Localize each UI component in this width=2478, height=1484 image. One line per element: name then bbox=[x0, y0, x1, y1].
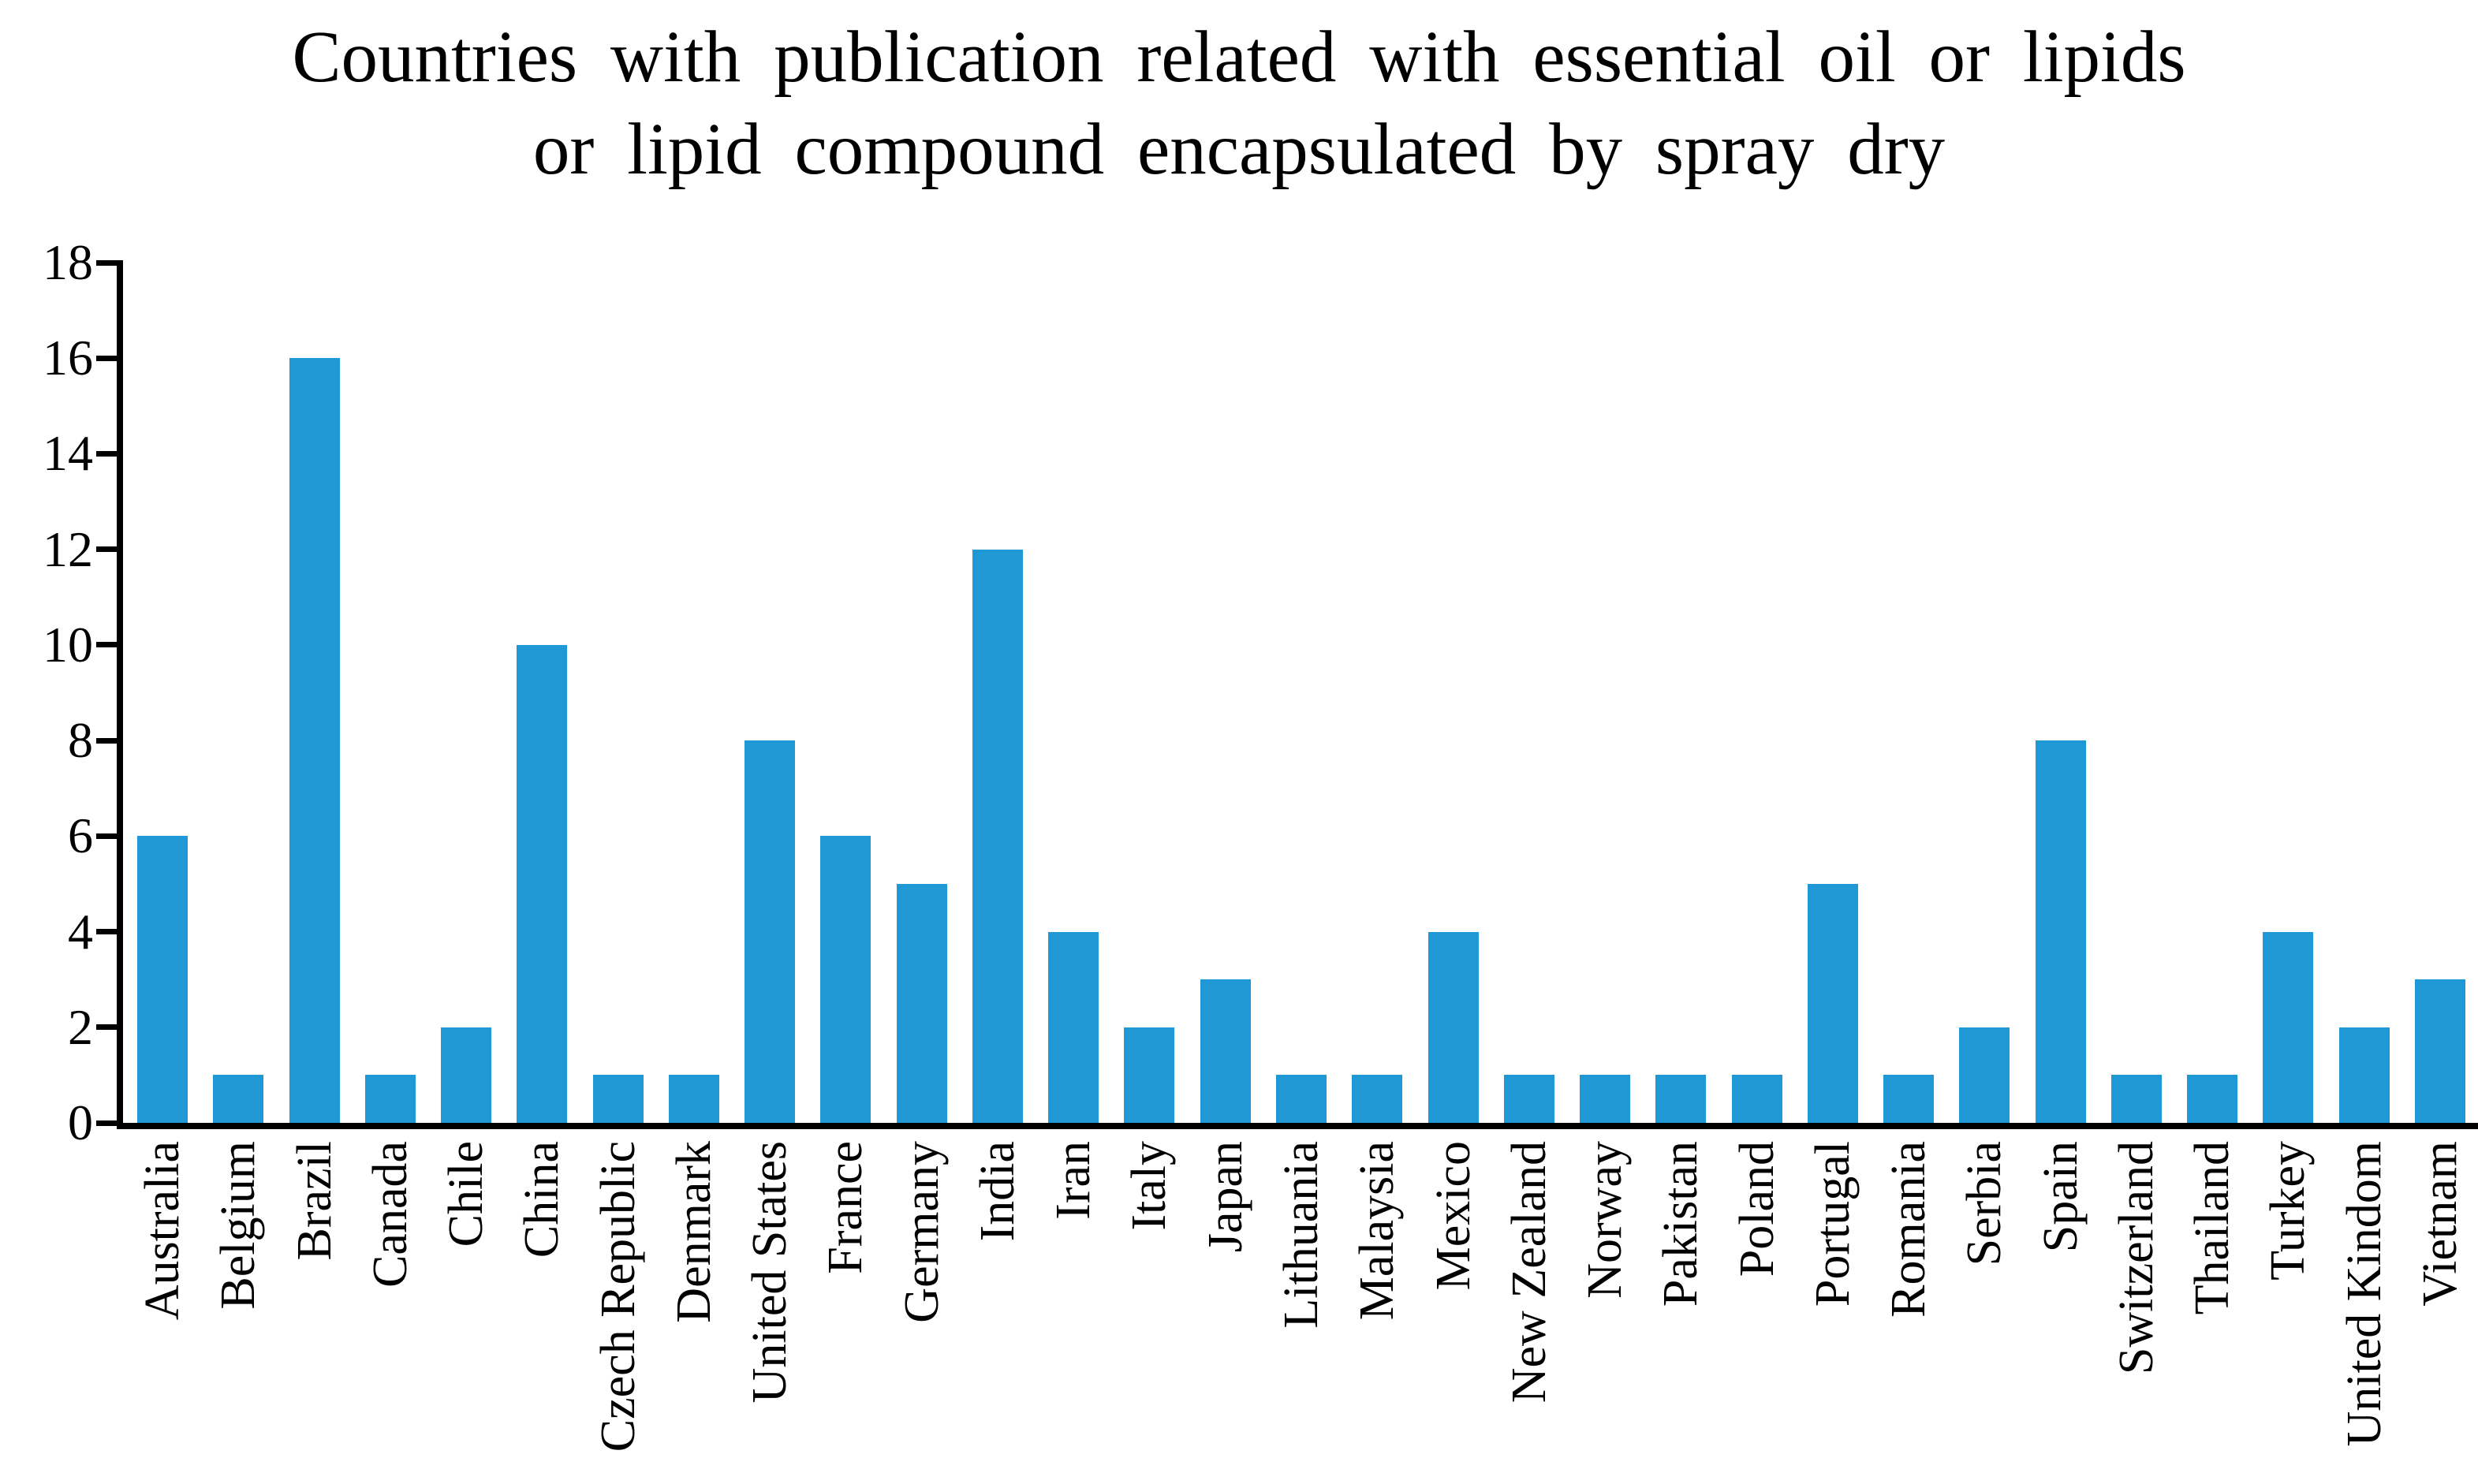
y-axis bbox=[117, 261, 123, 1129]
bar bbox=[896, 883, 947, 1123]
x-tick-label: India bbox=[970, 1141, 1024, 1242]
x-tick-label: Denmark bbox=[666, 1141, 721, 1323]
y-tick-label: 2 bbox=[68, 998, 93, 1055]
x-tick-label: United Kindom bbox=[2337, 1141, 2391, 1447]
x-tick-label: Romania bbox=[1882, 1141, 1936, 1318]
bar bbox=[2187, 1075, 2238, 1123]
y-tick-mark bbox=[96, 355, 123, 361]
bar bbox=[213, 1075, 264, 1123]
bar bbox=[1883, 1075, 1935, 1123]
y-tick-label: 18 bbox=[43, 234, 93, 290]
bar bbox=[1959, 1027, 2010, 1123]
bar bbox=[137, 836, 188, 1123]
y-tick-mark bbox=[96, 1024, 123, 1031]
y-tick-label: 8 bbox=[68, 712, 93, 769]
y-tick-mark bbox=[96, 1120, 123, 1126]
y-tick-label: 14 bbox=[43, 425, 93, 482]
x-tick-label: Serbia bbox=[1957, 1141, 2012, 1266]
y-tick-mark bbox=[96, 259, 123, 266]
x-tick-label: New Zealand bbox=[1502, 1141, 1556, 1404]
bar bbox=[2110, 1075, 2162, 1123]
chart-title-line1: Countries with publication related with … bbox=[292, 17, 2186, 98]
x-tick-label: Brazil bbox=[287, 1141, 341, 1261]
chart-title-line2: or lipid compound encapsulated by spray … bbox=[532, 109, 1946, 190]
x-tick-label: Japan bbox=[1198, 1141, 1252, 1253]
bar bbox=[1048, 931, 1099, 1123]
y-tick-label: 12 bbox=[43, 520, 93, 577]
x-tick-label: Spain bbox=[2033, 1141, 2088, 1253]
bar bbox=[2414, 979, 2465, 1123]
bar bbox=[1124, 1027, 1175, 1123]
x-tick-label: Czech Republic bbox=[591, 1141, 645, 1452]
y-tick-mark bbox=[96, 450, 123, 457]
bar bbox=[2338, 1027, 2390, 1123]
y-tick-mark bbox=[96, 833, 123, 839]
bar bbox=[668, 1075, 719, 1123]
x-tick-label: Chile bbox=[439, 1141, 494, 1247]
x-tick-label: Germany bbox=[894, 1141, 949, 1323]
bar bbox=[1503, 1075, 1554, 1123]
bar bbox=[820, 836, 871, 1123]
y-tick-label: 16 bbox=[43, 330, 93, 386]
bar bbox=[1352, 1075, 1403, 1123]
bar bbox=[1580, 1075, 1631, 1123]
bar bbox=[592, 1075, 644, 1123]
bar bbox=[289, 358, 340, 1123]
x-tick-label: Australia bbox=[136, 1141, 190, 1321]
x-tick-label: Belgium bbox=[211, 1141, 266, 1310]
bar bbox=[1427, 931, 1479, 1123]
bar bbox=[745, 740, 796, 1123]
chart-title: Countries with publication related with … bbox=[0, 11, 2478, 196]
x-tick-label: Turkey bbox=[2261, 1141, 2316, 1281]
y-tick-label: 10 bbox=[43, 616, 93, 673]
y-tick-mark bbox=[96, 737, 123, 744]
bar bbox=[441, 1027, 492, 1123]
bar bbox=[1731, 1075, 1782, 1123]
x-tick-label: Portugal bbox=[1805, 1141, 1860, 1307]
x-tick-label: France bbox=[819, 1141, 873, 1274]
bar bbox=[1276, 1075, 1327, 1123]
bar bbox=[2263, 931, 2314, 1123]
bar bbox=[517, 644, 568, 1123]
bar bbox=[1807, 883, 1858, 1123]
x-tick-label: United States bbox=[743, 1141, 797, 1404]
bar bbox=[972, 549, 1023, 1123]
bar bbox=[1655, 1075, 1707, 1123]
bar bbox=[1200, 979, 1251, 1123]
x-tick-label: Vietnam bbox=[2413, 1141, 2467, 1307]
x-tick-label: Iran bbox=[1047, 1141, 1101, 1220]
y-tick-mark bbox=[96, 929, 123, 935]
x-tick-label: Italy bbox=[1122, 1141, 1177, 1231]
bar bbox=[2035, 740, 2086, 1123]
x-tick-label: Pakistan bbox=[1654, 1141, 1708, 1307]
x-axis bbox=[117, 1123, 2478, 1129]
y-tick-mark bbox=[96, 546, 123, 553]
x-tick-label: China bbox=[515, 1141, 569, 1258]
y-tick-mark bbox=[96, 642, 123, 648]
x-tick-label: Norway bbox=[1578, 1141, 1633, 1299]
x-tick-label: Malaysia bbox=[1350, 1141, 1405, 1321]
y-tick-label: 4 bbox=[68, 903, 93, 960]
x-tick-label: Mexico bbox=[1426, 1141, 1480, 1291]
x-tick-label: Lithuania bbox=[1274, 1141, 1328, 1329]
x-tick-label: Canada bbox=[363, 1141, 417, 1288]
x-tick-label: Thailand bbox=[2185, 1141, 2240, 1315]
x-tick-label: Switzerland bbox=[2109, 1141, 2163, 1375]
x-tick-label: Poland bbox=[1730, 1141, 1784, 1277]
y-tick-label: 0 bbox=[68, 1094, 93, 1150]
bar bbox=[364, 1075, 416, 1123]
y-tick-label: 6 bbox=[68, 807, 93, 864]
